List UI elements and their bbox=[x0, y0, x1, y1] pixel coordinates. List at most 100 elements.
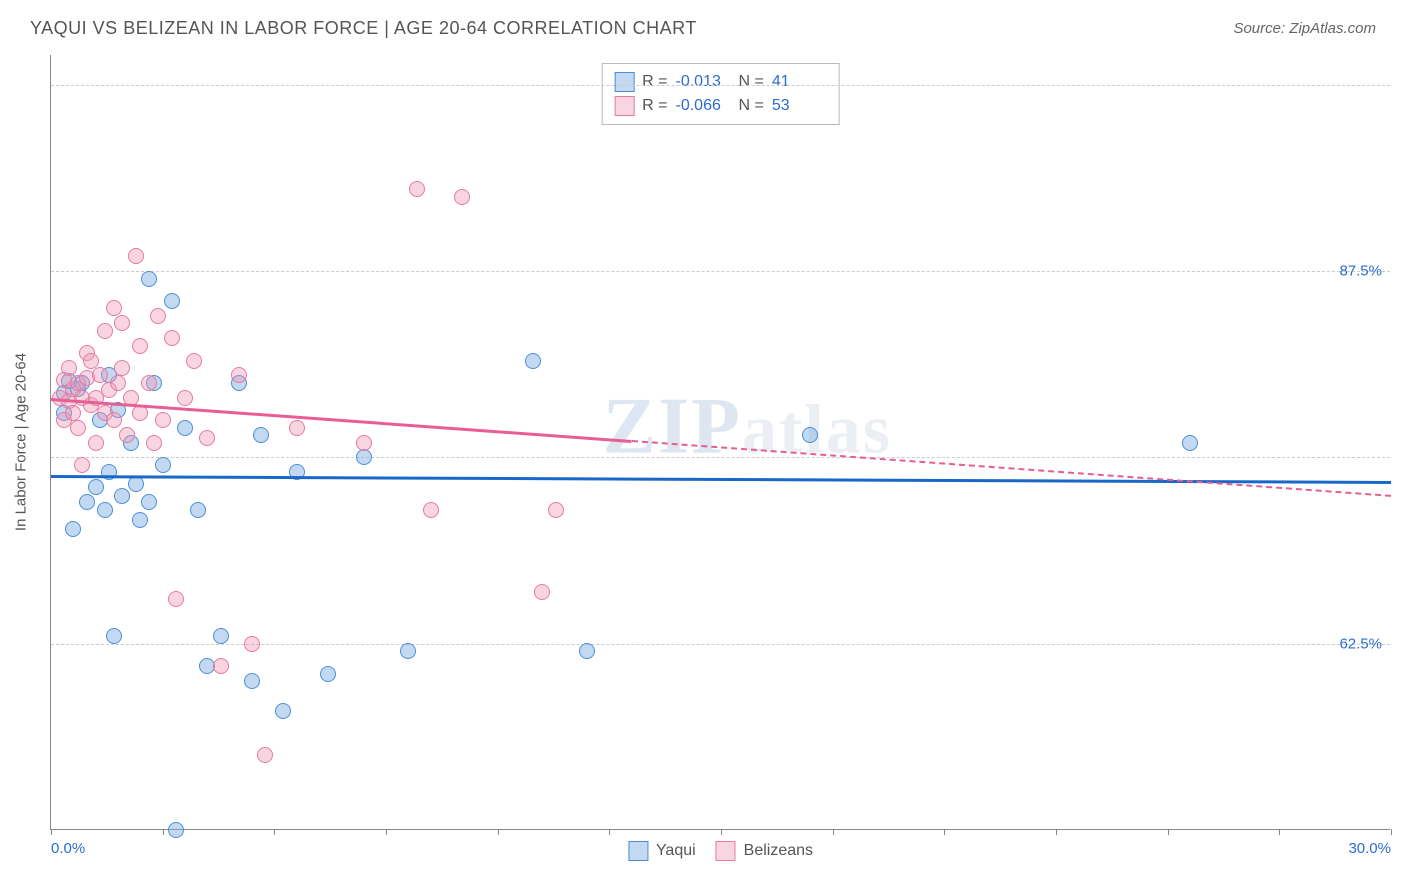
data-point-yaqui bbox=[155, 457, 171, 473]
data-point-yaqui bbox=[164, 293, 180, 309]
data-point-yaqui bbox=[132, 512, 148, 528]
data-point-yaqui bbox=[114, 488, 130, 504]
data-point-belizeans bbox=[83, 353, 99, 369]
data-point-yaqui bbox=[88, 479, 104, 495]
data-point-yaqui bbox=[400, 643, 416, 659]
x-tick bbox=[386, 829, 387, 835]
data-point-yaqui bbox=[1182, 435, 1198, 451]
data-point-yaqui bbox=[275, 703, 291, 719]
data-point-belizeans bbox=[141, 375, 157, 391]
data-point-belizeans bbox=[65, 405, 81, 421]
gridline bbox=[51, 457, 1390, 458]
data-point-yaqui bbox=[356, 449, 372, 465]
legend-item-yaqui: Yaqui bbox=[628, 841, 696, 861]
legend-swatch bbox=[614, 72, 634, 92]
data-point-belizeans bbox=[168, 591, 184, 607]
data-point-belizeans bbox=[199, 430, 215, 446]
x-tick bbox=[1391, 829, 1392, 835]
data-point-belizeans bbox=[548, 502, 564, 518]
data-point-belizeans bbox=[106, 300, 122, 316]
data-point-belizeans bbox=[231, 367, 247, 383]
data-point-yaqui bbox=[579, 643, 595, 659]
data-point-belizeans bbox=[119, 427, 135, 443]
data-point-belizeans bbox=[213, 658, 229, 674]
correlation-stats-box: R = -0.013 N = 41 R = -0.066 N = 53 bbox=[601, 63, 840, 125]
data-point-belizeans bbox=[454, 189, 470, 205]
x-tick-label: 0.0% bbox=[51, 840, 85, 857]
series-legend: Yaqui Belizeans bbox=[628, 841, 813, 861]
x-tick bbox=[609, 829, 610, 835]
data-point-belizeans bbox=[534, 584, 550, 600]
data-point-belizeans bbox=[356, 435, 372, 451]
r-label: R = bbox=[642, 97, 667, 115]
r-value: -0.066 bbox=[676, 97, 731, 115]
data-point-belizeans bbox=[155, 412, 171, 428]
data-point-belizeans bbox=[164, 330, 180, 346]
data-point-yaqui bbox=[128, 476, 144, 492]
x-tick-label: 30.0% bbox=[1348, 840, 1391, 857]
data-point-belizeans bbox=[177, 390, 193, 406]
x-tick bbox=[163, 829, 164, 835]
legend-swatch bbox=[614, 96, 634, 116]
data-point-belizeans bbox=[97, 323, 113, 339]
data-point-belizeans bbox=[106, 412, 122, 428]
y-tick-label: 87.5% bbox=[1339, 263, 1382, 280]
data-point-yaqui bbox=[525, 353, 541, 369]
r-value: -0.013 bbox=[676, 73, 731, 91]
x-tick bbox=[1279, 829, 1280, 835]
n-label: N = bbox=[739, 97, 764, 115]
data-point-yaqui bbox=[141, 271, 157, 287]
scatter-plot-area: In Labor Force | Age 20-64 ZIPatlas R =-… bbox=[50, 55, 1390, 830]
y-tick-label: 62.5% bbox=[1339, 635, 1382, 652]
x-tick bbox=[498, 829, 499, 835]
data-point-yaqui bbox=[253, 427, 269, 443]
data-point-belizeans bbox=[88, 435, 104, 451]
data-point-belizeans bbox=[257, 747, 273, 763]
data-point-belizeans bbox=[92, 367, 108, 383]
data-point-yaqui bbox=[65, 521, 81, 537]
data-point-belizeans bbox=[128, 248, 144, 264]
data-point-yaqui bbox=[320, 666, 336, 682]
source-attribution: Source: ZipAtlas.com bbox=[1233, 20, 1376, 37]
x-tick bbox=[833, 829, 834, 835]
gridline bbox=[51, 85, 1390, 86]
legend-item-belizeans: Belizeans bbox=[716, 841, 813, 861]
stats-row-belizeans: R = -0.066 N = 53 bbox=[614, 94, 827, 118]
n-value: 41 bbox=[772, 73, 827, 91]
data-point-yaqui bbox=[244, 673, 260, 689]
data-point-yaqui bbox=[213, 628, 229, 644]
data-point-belizeans bbox=[114, 360, 130, 376]
x-tick bbox=[274, 829, 275, 835]
data-point-yaqui bbox=[97, 502, 113, 518]
y-axis-title: In Labor Force | Age 20-64 bbox=[13, 353, 30, 531]
r-label: R = bbox=[642, 73, 667, 91]
data-point-belizeans bbox=[110, 375, 126, 391]
data-point-belizeans bbox=[146, 435, 162, 451]
data-point-belizeans bbox=[289, 420, 305, 436]
data-point-belizeans bbox=[132, 338, 148, 354]
x-tick bbox=[1168, 829, 1169, 835]
legend-swatch bbox=[628, 841, 648, 861]
data-point-belizeans bbox=[70, 420, 86, 436]
trend-line bbox=[632, 440, 1391, 497]
data-point-belizeans bbox=[61, 360, 77, 376]
n-value: 53 bbox=[772, 97, 827, 115]
data-point-yaqui bbox=[106, 628, 122, 644]
gridline bbox=[51, 271, 1390, 272]
data-point-belizeans bbox=[150, 308, 166, 324]
data-point-belizeans bbox=[114, 315, 130, 331]
data-point-yaqui bbox=[79, 494, 95, 510]
data-point-belizeans bbox=[244, 636, 260, 652]
data-point-belizeans bbox=[74, 457, 90, 473]
n-label: N = bbox=[739, 73, 764, 91]
x-tick bbox=[51, 829, 52, 835]
data-point-belizeans bbox=[423, 502, 439, 518]
data-point-yaqui bbox=[168, 822, 184, 838]
data-point-belizeans bbox=[409, 181, 425, 197]
legend-label: Belizeans bbox=[744, 842, 813, 860]
data-point-yaqui bbox=[177, 420, 193, 436]
stats-row-yaqui: R = -0.013 N = 41 bbox=[614, 70, 827, 94]
data-point-yaqui bbox=[141, 494, 157, 510]
legend-label: Yaqui bbox=[656, 842, 696, 860]
chart-title: YAQUI VS BELIZEAN IN LABOR FORCE | AGE 2… bbox=[30, 18, 697, 39]
